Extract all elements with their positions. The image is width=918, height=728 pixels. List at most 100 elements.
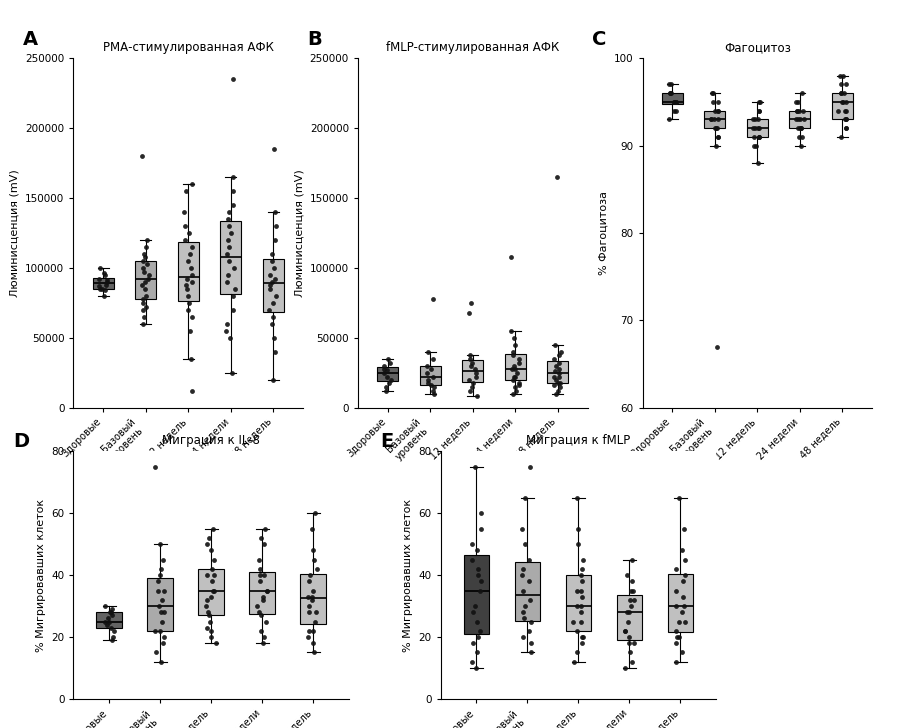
Point — [523, 616, 538, 628]
Point — [668, 638, 683, 649]
Point — [136, 318, 151, 330]
Point — [506, 346, 521, 357]
Point — [462, 374, 476, 386]
Point — [508, 371, 522, 383]
Point — [308, 507, 322, 519]
Point — [267, 262, 282, 274]
Point — [515, 569, 530, 581]
Point — [551, 385, 565, 397]
Point — [183, 248, 197, 260]
Point — [834, 131, 848, 143]
Point — [136, 293, 151, 304]
Point — [548, 339, 563, 351]
Point — [518, 492, 532, 504]
Point — [179, 273, 194, 285]
Point — [152, 539, 167, 550]
Point — [709, 122, 723, 134]
Point — [548, 360, 563, 371]
Point — [185, 178, 199, 190]
Point — [222, 332, 237, 344]
PathPatch shape — [565, 575, 591, 630]
PathPatch shape — [250, 572, 274, 614]
Point — [155, 616, 170, 628]
Point — [789, 96, 803, 108]
Point — [135, 279, 150, 290]
Point — [256, 591, 271, 603]
Point — [508, 363, 522, 374]
Point — [552, 371, 566, 383]
Title: Миграция к IL-8: Миграция к IL-8 — [162, 435, 260, 448]
PathPatch shape — [515, 562, 540, 621]
Point — [621, 631, 636, 643]
Point — [551, 357, 565, 369]
Point — [269, 290, 284, 301]
Point — [226, 185, 241, 197]
Point — [309, 563, 324, 575]
Point — [137, 251, 151, 263]
Point — [521, 554, 536, 566]
Point — [264, 248, 279, 260]
Point — [566, 616, 581, 628]
Point — [140, 301, 154, 313]
Point — [469, 545, 484, 556]
Point — [671, 616, 686, 628]
Point — [547, 353, 562, 365]
Text: B: B — [308, 31, 322, 50]
Point — [257, 539, 272, 550]
Point — [678, 616, 693, 628]
Point — [747, 122, 762, 134]
Point — [181, 297, 196, 309]
Point — [148, 625, 162, 636]
Point — [225, 367, 240, 379]
Point — [796, 105, 811, 116]
Point — [574, 616, 588, 628]
PathPatch shape — [746, 119, 768, 137]
Point — [548, 365, 563, 377]
Point — [839, 105, 854, 116]
Point — [203, 545, 218, 556]
Title: fMLP-стимулированная АФК: fMLP-стимулированная АФК — [386, 41, 559, 55]
Point — [420, 374, 435, 386]
Point — [838, 105, 853, 116]
Point — [219, 276, 234, 288]
Point — [202, 609, 217, 621]
PathPatch shape — [135, 261, 156, 298]
Point — [185, 311, 199, 323]
Point — [793, 140, 808, 151]
Point — [709, 140, 723, 151]
Point — [260, 585, 274, 596]
Point — [838, 114, 853, 125]
Point — [301, 631, 316, 643]
Point — [181, 255, 196, 266]
Point — [100, 612, 115, 624]
Point — [263, 283, 277, 295]
Point — [104, 622, 118, 633]
PathPatch shape — [377, 367, 398, 381]
Point — [618, 625, 633, 636]
Point — [464, 360, 478, 371]
Point — [627, 594, 642, 606]
Point — [177, 206, 192, 218]
Point — [751, 122, 766, 134]
Point — [570, 646, 585, 658]
Point — [228, 283, 242, 295]
Point — [752, 105, 767, 116]
Point — [306, 638, 320, 649]
Y-axis label: Люминисценция (mV): Люминисценция (mV) — [9, 169, 19, 297]
Point — [512, 353, 527, 365]
Point — [269, 220, 284, 232]
Point — [153, 625, 168, 636]
Point — [668, 656, 683, 668]
Point — [748, 140, 763, 151]
Point — [516, 585, 531, 596]
Point — [96, 268, 111, 280]
Point — [750, 114, 765, 125]
Point — [138, 276, 152, 288]
Point — [252, 563, 267, 575]
PathPatch shape — [177, 242, 199, 301]
Point — [549, 388, 564, 400]
Point — [177, 234, 192, 246]
Point — [663, 87, 677, 99]
Point — [465, 539, 479, 550]
Point — [751, 131, 766, 143]
